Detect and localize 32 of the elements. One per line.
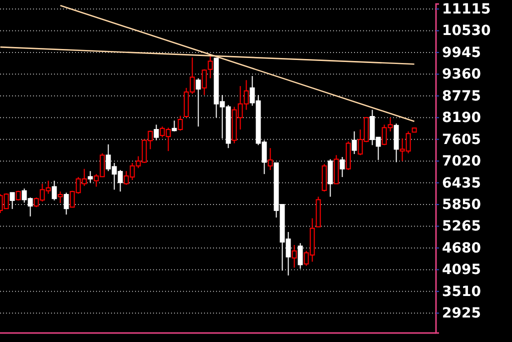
- candlestick: [64, 192, 69, 216]
- candlestick: [292, 244, 297, 268]
- candlestick: [58, 191, 63, 204]
- candlestick: [52, 180, 57, 201]
- candlestick: [340, 156, 345, 178]
- y-tick-label: 8190: [442, 110, 482, 126]
- y-tick-label: 6435: [442, 175, 481, 192]
- y-tick-label: 7020: [442, 154, 482, 170]
- candlestick: [328, 158, 333, 198]
- y-tick-label: 3510: [442, 284, 482, 300]
- candlestick: [298, 242, 303, 270]
- y-tick-label: 5850: [442, 197, 482, 213]
- y-tick-label: 10530: [442, 23, 491, 40]
- y-tick-label: 8775: [442, 88, 481, 104]
- y-tick-label: 7605: [442, 132, 481, 148]
- candlestick: [10, 192, 15, 210]
- y-tick-label: 4680: [442, 240, 482, 256]
- y-tick-label: 11115: [442, 1, 491, 18]
- y-tick-label: 5265: [442, 218, 481, 235]
- y-tick-label: 9360: [442, 66, 482, 83]
- y-tick-label: 9945: [442, 44, 481, 61]
- candlestick: [4, 192, 9, 210]
- candlestick: [172, 120, 177, 132]
- candlestick: [196, 78, 201, 128]
- y-tick-label: 4095: [442, 262, 481, 278]
- candlestick: [352, 130, 357, 155]
- candlestick: [268, 148, 273, 170]
- candlestick: [88, 170, 93, 184]
- candlestick: [394, 123, 399, 163]
- candlestick: [154, 124, 159, 141]
- candlestick: [178, 115, 183, 132]
- y-tick-label: 2925: [442, 306, 481, 322]
